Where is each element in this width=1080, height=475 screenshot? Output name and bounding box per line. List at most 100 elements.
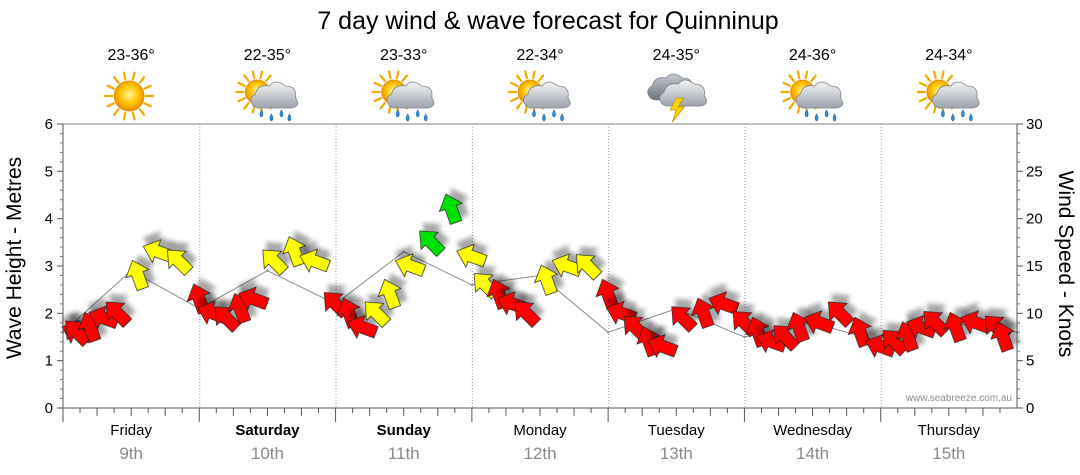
sun-ray <box>933 70 937 80</box>
wind-arrow-shape <box>419 230 446 258</box>
left-tick-label: 4 <box>45 211 53 228</box>
cloud-shape <box>523 81 571 109</box>
rain-drop <box>532 109 536 118</box>
sun-ray <box>933 104 937 114</box>
left-tick-label: 6 <box>45 116 53 133</box>
wind-arrow <box>105 301 133 329</box>
wind-arrow <box>690 297 716 330</box>
right-tick-label: 30 <box>1026 116 1043 133</box>
cloud-shape <box>795 81 844 109</box>
left-axis: 0 1 2 3 4 5 6 <box>45 116 64 417</box>
sun-ray <box>387 70 392 80</box>
sun-ray <box>524 70 528 80</box>
right-tick-label: 20 <box>1026 211 1043 228</box>
wind-arrow <box>990 321 1015 353</box>
sun-ray <box>138 76 146 84</box>
temperature-label: 23-33° <box>380 47 427 64</box>
right-tick-label: 0 <box>1026 400 1034 417</box>
wind-arrow-shape <box>690 297 716 330</box>
sun-cloud-rain-icon <box>916 70 980 122</box>
sun-ray <box>788 101 795 110</box>
rain-drop <box>415 109 420 118</box>
wind-arrow-shape <box>828 301 855 329</box>
wave-height-point <box>266 269 269 272</box>
sun-ray <box>515 101 523 110</box>
day-name-label: Monday <box>513 422 567 439</box>
sun-ray <box>373 96 383 103</box>
rain-drop <box>269 113 274 122</box>
sun-ray <box>113 108 120 116</box>
temperature-label: 22-34° <box>516 47 563 64</box>
sun-cloud-rain-icon <box>235 70 299 122</box>
rain-drop <box>814 113 819 122</box>
wind-arrow <box>514 301 542 329</box>
wind-arrow <box>167 249 194 277</box>
rain-drop <box>279 109 284 118</box>
sun-ray <box>924 101 932 110</box>
wind-arrow-shape <box>125 259 150 292</box>
wind-arrow <box>299 248 331 273</box>
rain-drop <box>832 113 837 122</box>
wind-arrow <box>262 249 289 277</box>
sun-ray <box>782 81 792 88</box>
wind-arrow-shape <box>377 278 402 311</box>
sun-ray <box>946 74 954 83</box>
y-left-axis-title: Wave Height - Metres <box>3 157 26 359</box>
sun-ray <box>387 104 392 114</box>
rain-drop <box>969 113 973 122</box>
sun-ray <box>251 104 256 114</box>
day-date-label: 14th <box>796 444 829 463</box>
sun-ray <box>237 96 246 103</box>
chart-title: 7 day wind & wave forecast for Quinninup <box>317 7 778 35</box>
sun-ray <box>243 74 250 83</box>
temperature-label: 24-35° <box>653 47 700 64</box>
wind-arrow-shape <box>708 291 740 316</box>
wave-height-point <box>402 250 405 253</box>
rain-drop <box>542 113 546 122</box>
sun-ray <box>796 104 801 114</box>
right-tick-label: 5 <box>1026 353 1034 370</box>
temperature-label: 22-35° <box>244 47 291 64</box>
wind-arrow <box>803 310 836 335</box>
rain-drop <box>552 109 556 118</box>
cloud-shape <box>386 81 435 109</box>
wind-arrow-shape <box>167 249 194 277</box>
wind-arrow-shape <box>647 333 679 359</box>
wind-arrow <box>828 301 855 329</box>
rain-drop <box>951 113 955 122</box>
sun-ray <box>515 74 523 83</box>
sun-ray <box>782 96 792 103</box>
day-date-label: 12th <box>523 444 556 463</box>
wind-arrow <box>708 291 740 316</box>
sun-ray <box>251 70 256 80</box>
y-right-axis-title: Wind Speed - Knots <box>1054 171 1077 358</box>
sun-ray <box>804 70 809 80</box>
plot-frame <box>62 123 1018 409</box>
sun-ray <box>243 101 250 110</box>
sun-ray <box>509 81 519 88</box>
wind-arrow-shape <box>262 249 289 277</box>
left-tick-label: 3 <box>45 258 53 275</box>
wind-arrow-shape <box>347 314 379 340</box>
sun-cloud-rain-icon <box>507 70 571 122</box>
cloud-shape <box>931 81 980 109</box>
day-name-label: Sunday <box>377 422 432 439</box>
wind-arrow <box>647 333 679 359</box>
wind-arrow-shape <box>595 278 620 311</box>
sun-ray <box>532 70 536 80</box>
sun-ray <box>524 104 528 114</box>
wind-arrow-shape <box>943 311 968 344</box>
sun-cloud-rain-icon <box>371 70 435 122</box>
sun-icon <box>104 71 155 121</box>
rain-drop <box>941 109 945 118</box>
lightning-bolt <box>669 97 686 123</box>
rain-drop <box>824 109 829 118</box>
wind-arrow <box>394 253 427 278</box>
sun-ray <box>143 84 152 90</box>
wind-arrow-shape <box>364 301 392 329</box>
wind-arrow-shape <box>671 306 698 333</box>
day-date-label: 10th <box>251 444 284 463</box>
wind-arrow <box>595 278 620 311</box>
sun-ray <box>113 76 120 84</box>
cloud-shape <box>659 79 707 107</box>
